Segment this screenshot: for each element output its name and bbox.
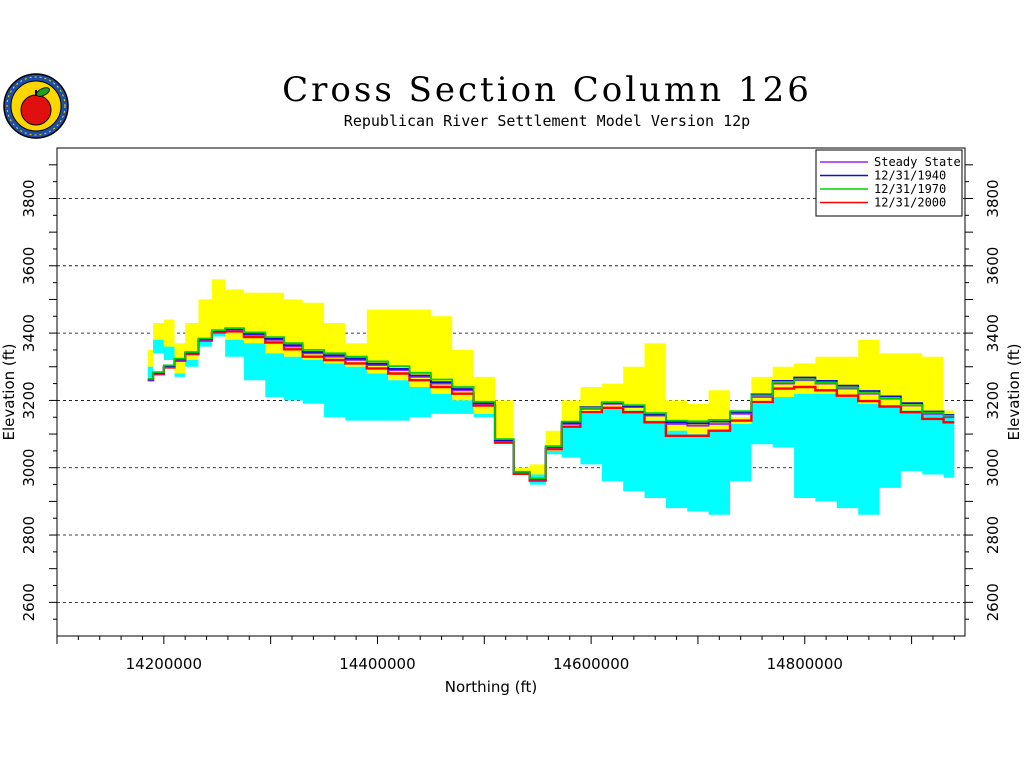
x-tick-label: 14400000 xyxy=(339,655,415,673)
y-tick-label-right: 3000 xyxy=(984,449,1002,487)
y-tick-label-left: 3600 xyxy=(20,247,38,285)
y-axis-label-left: Elevation (ft) xyxy=(0,343,18,440)
y-tick-label-right: 2600 xyxy=(984,583,1002,621)
chart-title: Cross Section Column 126 xyxy=(282,70,812,110)
layer1-fill xyxy=(147,279,955,475)
legend-box xyxy=(815,149,963,217)
series-line-12-31-1970 xyxy=(147,327,955,480)
legend-entry: 12/31/1940 xyxy=(874,169,946,183)
legend-entry: 12/31/1970 xyxy=(874,182,946,196)
y-tick-label-left: 3400 xyxy=(20,314,38,352)
legend-entry: Steady State xyxy=(874,155,961,169)
x-axis-label: Northing (ft) xyxy=(445,678,538,696)
layer-fills xyxy=(147,279,955,515)
legend-entry: 12/31/2000 xyxy=(874,196,946,210)
y-tick-label-left: 3000 xyxy=(20,449,38,487)
y-tick-label-right: 3800 xyxy=(984,179,1002,217)
y-tick-label-right: 3600 xyxy=(984,247,1002,285)
axis-labels: Northing (ft) Elevation (ft) Elevation (ft… xyxy=(0,343,1023,696)
legend: Steady State12/31/194012/31/197012/31/20… xyxy=(815,149,963,217)
agency-seal-logo xyxy=(3,73,69,139)
series-lines xyxy=(147,327,955,482)
chart-subtitle: Republican River Settlement Model Versio… xyxy=(343,112,751,130)
layer2-fill xyxy=(147,333,955,515)
y-tick-label-right: 3200 xyxy=(984,381,1002,419)
y-tick-label-left: 2600 xyxy=(20,583,38,621)
y-tick-label-left: 3800 xyxy=(20,179,38,217)
x-tick-label: 14200000 xyxy=(126,655,202,673)
y-tick-label-left: 3200 xyxy=(20,381,38,419)
plot-frame xyxy=(56,147,966,637)
y-tick-label-right: 3400 xyxy=(984,314,1002,352)
y-tick-label-left: 2800 xyxy=(20,516,38,554)
y-tick-label-right: 2800 xyxy=(984,516,1002,554)
x-tick-label: 14600000 xyxy=(553,655,629,673)
y-axis-label-right: Elevation (ft) xyxy=(1005,343,1023,440)
axes-ticks: 14200000 14400000 14600000 14800000 2600 2600… xyxy=(20,164,1002,673)
x-tick-label: 14800000 xyxy=(767,655,843,673)
